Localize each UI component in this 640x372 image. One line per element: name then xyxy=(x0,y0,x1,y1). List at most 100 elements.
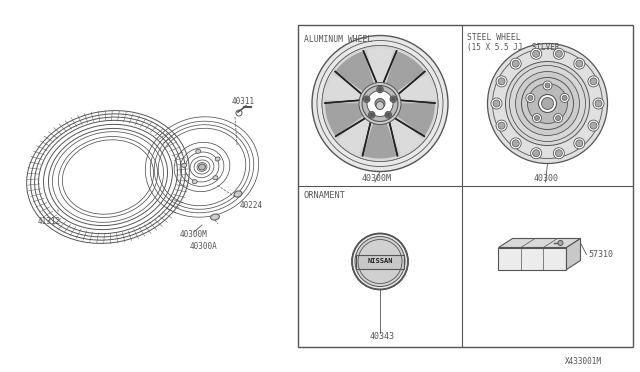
Circle shape xyxy=(528,96,533,100)
Circle shape xyxy=(531,48,541,59)
Ellipse shape xyxy=(198,164,205,170)
Circle shape xyxy=(370,113,374,117)
Circle shape xyxy=(510,138,521,149)
Circle shape xyxy=(512,60,519,67)
Text: 40224: 40224 xyxy=(240,201,263,210)
Circle shape xyxy=(322,45,438,161)
Circle shape xyxy=(560,93,569,102)
Wedge shape xyxy=(360,120,401,158)
Circle shape xyxy=(491,98,502,109)
Wedge shape xyxy=(386,114,424,155)
Circle shape xyxy=(377,86,383,93)
Wedge shape xyxy=(325,71,365,103)
Circle shape xyxy=(385,112,392,118)
Circle shape xyxy=(506,61,589,145)
Circle shape xyxy=(532,113,541,122)
Text: 40343: 40343 xyxy=(370,332,395,341)
Circle shape xyxy=(376,102,384,109)
Text: ALUMINUM WHEEL: ALUMINUM WHEEL xyxy=(304,35,372,44)
Circle shape xyxy=(576,140,583,147)
Circle shape xyxy=(355,237,405,286)
Circle shape xyxy=(554,113,563,122)
Circle shape xyxy=(532,150,540,157)
Text: STEEL WHEEL: STEEL WHEEL xyxy=(467,33,520,42)
Circle shape xyxy=(574,138,585,149)
Circle shape xyxy=(562,96,567,100)
Text: 57310: 57310 xyxy=(589,250,614,259)
Wedge shape xyxy=(395,71,435,103)
Wedge shape xyxy=(336,114,374,155)
Bar xyxy=(499,247,566,269)
Circle shape xyxy=(362,86,398,122)
Text: 40311: 40311 xyxy=(232,97,255,106)
Ellipse shape xyxy=(196,149,201,153)
Text: 40300: 40300 xyxy=(534,174,559,183)
Circle shape xyxy=(543,81,552,90)
Circle shape xyxy=(576,60,583,67)
Circle shape xyxy=(590,78,597,85)
Circle shape xyxy=(375,99,385,109)
Text: 41312: 41312 xyxy=(38,217,61,226)
Circle shape xyxy=(515,71,579,135)
Ellipse shape xyxy=(234,191,242,197)
Circle shape xyxy=(545,83,550,88)
Polygon shape xyxy=(566,238,580,269)
Ellipse shape xyxy=(215,157,220,161)
Circle shape xyxy=(367,90,393,116)
Circle shape xyxy=(510,58,521,69)
Text: ORNAMENT: ORNAMENT xyxy=(304,191,346,200)
Wedge shape xyxy=(364,48,397,86)
Circle shape xyxy=(498,78,505,85)
Wedge shape xyxy=(385,50,427,94)
Circle shape xyxy=(364,96,370,102)
Circle shape xyxy=(496,120,507,131)
Circle shape xyxy=(588,76,599,87)
Circle shape xyxy=(352,234,408,289)
Circle shape xyxy=(527,83,568,124)
Circle shape xyxy=(558,241,563,246)
Circle shape xyxy=(574,58,585,69)
Circle shape xyxy=(369,112,375,118)
Circle shape xyxy=(556,150,563,157)
Circle shape xyxy=(359,83,401,125)
Polygon shape xyxy=(499,238,580,247)
Circle shape xyxy=(590,122,597,129)
Circle shape xyxy=(595,100,602,107)
Circle shape xyxy=(493,100,500,107)
Circle shape xyxy=(534,116,540,121)
Circle shape xyxy=(538,94,557,112)
Circle shape xyxy=(496,76,507,87)
Text: 40300M: 40300M xyxy=(362,174,392,183)
Wedge shape xyxy=(394,100,435,139)
Text: NISSAN: NISSAN xyxy=(367,258,393,264)
Circle shape xyxy=(554,48,564,59)
Circle shape xyxy=(532,50,540,57)
Circle shape xyxy=(556,116,561,121)
Circle shape xyxy=(390,96,397,102)
Circle shape xyxy=(554,148,564,159)
Circle shape xyxy=(387,113,390,117)
Circle shape xyxy=(541,97,554,109)
Circle shape xyxy=(312,35,448,171)
Circle shape xyxy=(531,148,541,159)
Circle shape xyxy=(392,97,395,101)
Ellipse shape xyxy=(182,163,187,167)
Ellipse shape xyxy=(213,176,218,180)
Circle shape xyxy=(365,97,369,101)
Wedge shape xyxy=(333,50,376,94)
Circle shape xyxy=(488,44,607,164)
Bar xyxy=(298,25,633,347)
Ellipse shape xyxy=(211,214,220,220)
Circle shape xyxy=(378,88,382,91)
Ellipse shape xyxy=(192,180,197,184)
Circle shape xyxy=(556,50,563,57)
Circle shape xyxy=(512,140,519,147)
Text: 40300A: 40300A xyxy=(190,242,218,251)
Text: 40300M: 40300M xyxy=(180,230,208,239)
Circle shape xyxy=(593,98,604,109)
Circle shape xyxy=(498,122,505,129)
Circle shape xyxy=(588,120,599,131)
Bar xyxy=(356,254,404,269)
Text: X433001M: X433001M xyxy=(565,357,602,366)
Text: (15 X 5.5 JJ  SILVER: (15 X 5.5 JJ SILVER xyxy=(467,43,559,52)
